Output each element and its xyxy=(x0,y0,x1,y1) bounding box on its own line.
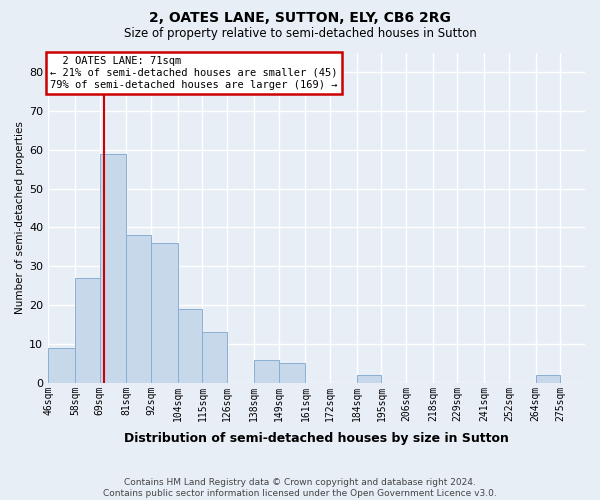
Bar xyxy=(202,332,227,383)
Bar xyxy=(536,375,560,383)
Bar xyxy=(127,235,151,383)
Bar xyxy=(278,364,305,383)
Bar xyxy=(48,348,75,383)
X-axis label: Distribution of semi-detached houses by size in Sutton: Distribution of semi-detached houses by … xyxy=(124,432,509,445)
Text: 2, OATES LANE, SUTTON, ELY, CB6 2RG: 2, OATES LANE, SUTTON, ELY, CB6 2RG xyxy=(149,11,451,25)
Text: Contains HM Land Registry data © Crown copyright and database right 2024.
Contai: Contains HM Land Registry data © Crown c… xyxy=(103,478,497,498)
Bar xyxy=(254,360,278,383)
Bar xyxy=(151,243,178,383)
Bar xyxy=(178,309,202,383)
Bar xyxy=(357,375,382,383)
Bar xyxy=(75,278,100,383)
Bar xyxy=(100,154,127,383)
Y-axis label: Number of semi-detached properties: Number of semi-detached properties xyxy=(15,121,25,314)
Text: Size of property relative to semi-detached houses in Sutton: Size of property relative to semi-detach… xyxy=(124,27,476,40)
Text: 2 OATES LANE: 71sqm
← 21% of semi-detached houses are smaller (45)
79% of semi-d: 2 OATES LANE: 71sqm ← 21% of semi-detach… xyxy=(50,56,338,90)
